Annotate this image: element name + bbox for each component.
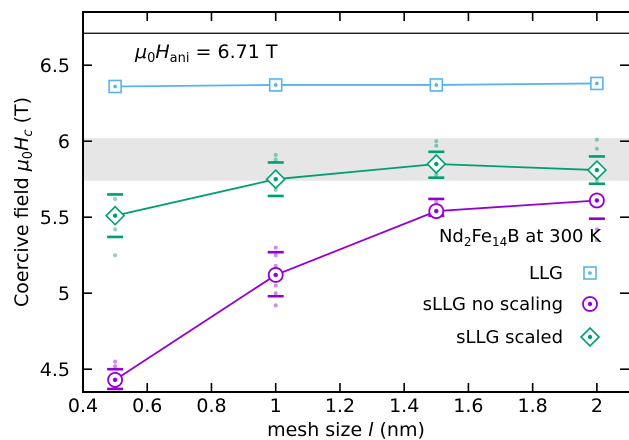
sample-point-sllg-scaled bbox=[434, 139, 439, 144]
data-point-llg bbox=[429, 78, 444, 92]
x-tick-label: 1.2 bbox=[325, 395, 355, 417]
sample-point-sllg-scaled bbox=[594, 146, 599, 151]
sample-point-sllg-no-scaling bbox=[594, 238, 599, 242]
sample-point-sllg-scaled bbox=[434, 172, 439, 177]
sample-point-sllg-no-scaling bbox=[273, 303, 278, 308]
legend: Nd2Fe14B at 300 K LLG sLLG no scaling sLLG … bbox=[423, 226, 603, 348]
legend-label-llg: LLG bbox=[529, 263, 563, 284]
sample-point-sllg-no-scaling bbox=[273, 253, 278, 258]
data-point-llg bbox=[590, 76, 604, 91]
sample-point-sllg-no-scaling bbox=[273, 291, 278, 296]
axes-layer: 0.4 0.6 0.8 1 1.2 1.4 1.6 1.8 2 4.5 5 5.5 6 6.5 mesh s… bbox=[11, 11, 629, 440]
y-tick-label: 4.5 bbox=[40, 359, 70, 381]
x-tick-label: 0.6 bbox=[132, 395, 162, 417]
sample-point-sllg-no-scaling bbox=[113, 359, 118, 364]
sample-point-sllg-scaled bbox=[594, 137, 599, 142]
marker-dot bbox=[434, 208, 439, 214]
y-tick-label: 5 bbox=[58, 283, 70, 305]
data-point-sllg-scaled bbox=[426, 153, 447, 175]
sample-point-sllg-no-scaling bbox=[273, 245, 278, 250]
sample-point-sllg-no-scaling bbox=[273, 263, 278, 268]
data-point-sllg-no-scaling bbox=[428, 203, 445, 220]
legend-label-sllg-no-scaling: sLLG no scaling bbox=[423, 294, 563, 315]
reference-label: μ0Hani = 6.71 T bbox=[134, 41, 278, 66]
data-point-sllg-scaled bbox=[586, 159, 608, 181]
marker-dot bbox=[595, 81, 599, 86]
sample-point-sllg-no-scaling bbox=[434, 200, 439, 204]
marker-dot bbox=[434, 161, 439, 167]
x-axis-title: mesh size l (nm) bbox=[267, 419, 425, 440]
legend-marker-llg bbox=[583, 266, 597, 280]
series-layer bbox=[104, 76, 608, 391]
sample-point-sllg-scaled bbox=[273, 152, 278, 157]
x-tick-label: 1.8 bbox=[518, 395, 548, 417]
y-tick-label: 6 bbox=[58, 131, 70, 153]
sample-point-sllg-scaled bbox=[273, 157, 278, 162]
sample-point-sllg-scaled bbox=[594, 178, 599, 183]
x-tick-label: 1.6 bbox=[453, 395, 483, 417]
data-point-sllg-scaled bbox=[265, 169, 286, 190]
series-line-sllg-no-scaling bbox=[114, 199, 597, 381]
shaded-band bbox=[83, 138, 629, 181]
marker-dot bbox=[112, 377, 118, 383]
marker-dot bbox=[434, 83, 439, 87]
marker-dot bbox=[587, 334, 593, 340]
sample-point-sllg-no-scaling bbox=[273, 283, 278, 288]
x-tick-label: 2 bbox=[591, 395, 603, 417]
marker-dot bbox=[112, 213, 118, 218]
sample-point-sllg-scaled bbox=[113, 227, 118, 232]
sample-point-sllg-no-scaling bbox=[594, 227, 599, 232]
data-point-sllg-no-scaling bbox=[267, 267, 284, 283]
data-point-sllg-scaled bbox=[104, 205, 126, 226]
sample-point-sllg-scaled bbox=[434, 143, 439, 148]
data-point-sllg-no-scaling bbox=[107, 371, 124, 388]
x-tick-label: 0.4 bbox=[68, 395, 98, 417]
series-line-sllg-scaled bbox=[114, 163, 597, 217]
y-tick-label: 5.5 bbox=[40, 207, 70, 229]
x-tick-label: 1 bbox=[270, 395, 282, 417]
marker-dot bbox=[587, 301, 593, 307]
marker-dot bbox=[594, 198, 600, 203]
marker-dot bbox=[273, 177, 278, 182]
marker-dot bbox=[588, 271, 592, 275]
legend-title: Nd2Fe14B at 300 K bbox=[439, 226, 602, 249]
y-axis-title: Coercive field μ0Hc (T) bbox=[11, 97, 36, 307]
tick-layer bbox=[82, 12, 629, 392]
x-tick-label: 1.4 bbox=[389, 395, 419, 417]
axis-frame bbox=[82, 11, 629, 393]
reference-band-layer bbox=[83, 138, 629, 181]
marker-dot bbox=[273, 83, 278, 87]
legend-marker-sllg-no-scaling bbox=[582, 296, 598, 312]
reference-line-layer: μ0Hani = 6.71 T bbox=[83, 32, 629, 66]
x-tick-label: 0.8 bbox=[196, 395, 226, 417]
y-tick-label: 6.5 bbox=[40, 55, 70, 77]
sample-point-sllg-no-scaling bbox=[113, 364, 118, 369]
data-point-sllg-no-scaling bbox=[588, 192, 605, 209]
data-point-llg bbox=[268, 78, 283, 92]
sample-point-sllg-scaled bbox=[273, 187, 278, 192]
data-point-llg bbox=[108, 79, 122, 94]
marker-dot bbox=[594, 167, 600, 173]
series-line-llg bbox=[115, 82, 597, 88]
legend-label-sllg-scaled: sLLG scaled bbox=[456, 327, 563, 348]
sample-point-sllg-scaled bbox=[113, 196, 118, 201]
legend-marker-sllg-scaled bbox=[579, 326, 601, 348]
marker-dot bbox=[113, 84, 117, 89]
sample-point-sllg-scaled bbox=[113, 253, 118, 258]
marker-dot bbox=[273, 272, 278, 278]
